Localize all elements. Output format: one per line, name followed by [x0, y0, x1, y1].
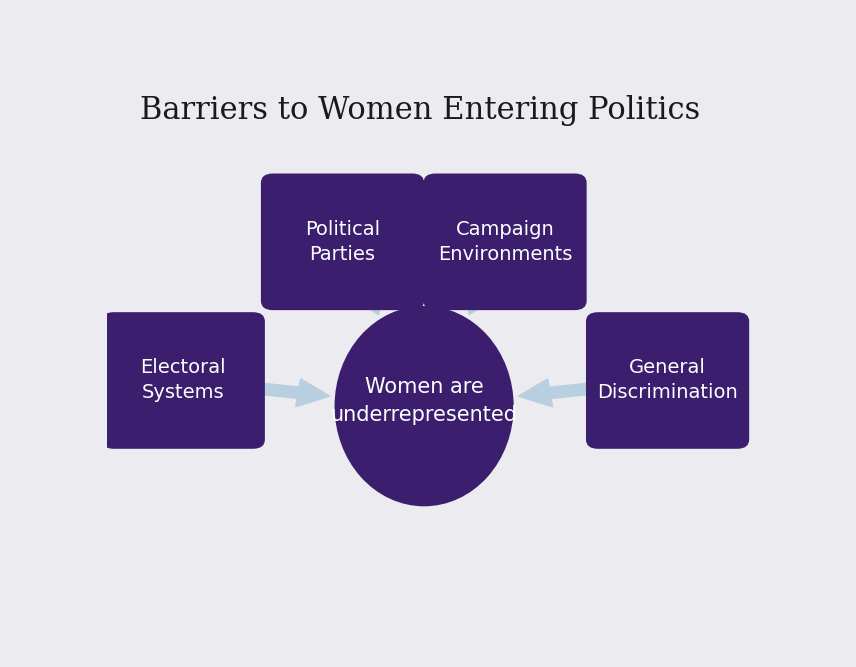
FancyArrow shape — [350, 287, 384, 315]
Text: Barriers to Women Entering Politics: Barriers to Women Entering Politics — [140, 95, 700, 127]
FancyArrow shape — [257, 379, 330, 407]
Text: Electoral
Systems: Electoral Systems — [140, 358, 226, 402]
Ellipse shape — [335, 306, 514, 506]
FancyBboxPatch shape — [424, 173, 586, 310]
FancyArrow shape — [463, 287, 497, 315]
FancyArrow shape — [519, 379, 594, 407]
FancyBboxPatch shape — [102, 312, 265, 449]
FancyBboxPatch shape — [261, 173, 424, 310]
Text: General
Discrimination: General Discrimination — [597, 358, 738, 402]
FancyBboxPatch shape — [586, 312, 749, 449]
Text: Political
Parties: Political Parties — [305, 220, 380, 264]
Text: Campaign
Environments: Campaign Environments — [438, 220, 572, 264]
Text: Women are
underrepresented: Women are underrepresented — [330, 377, 518, 425]
